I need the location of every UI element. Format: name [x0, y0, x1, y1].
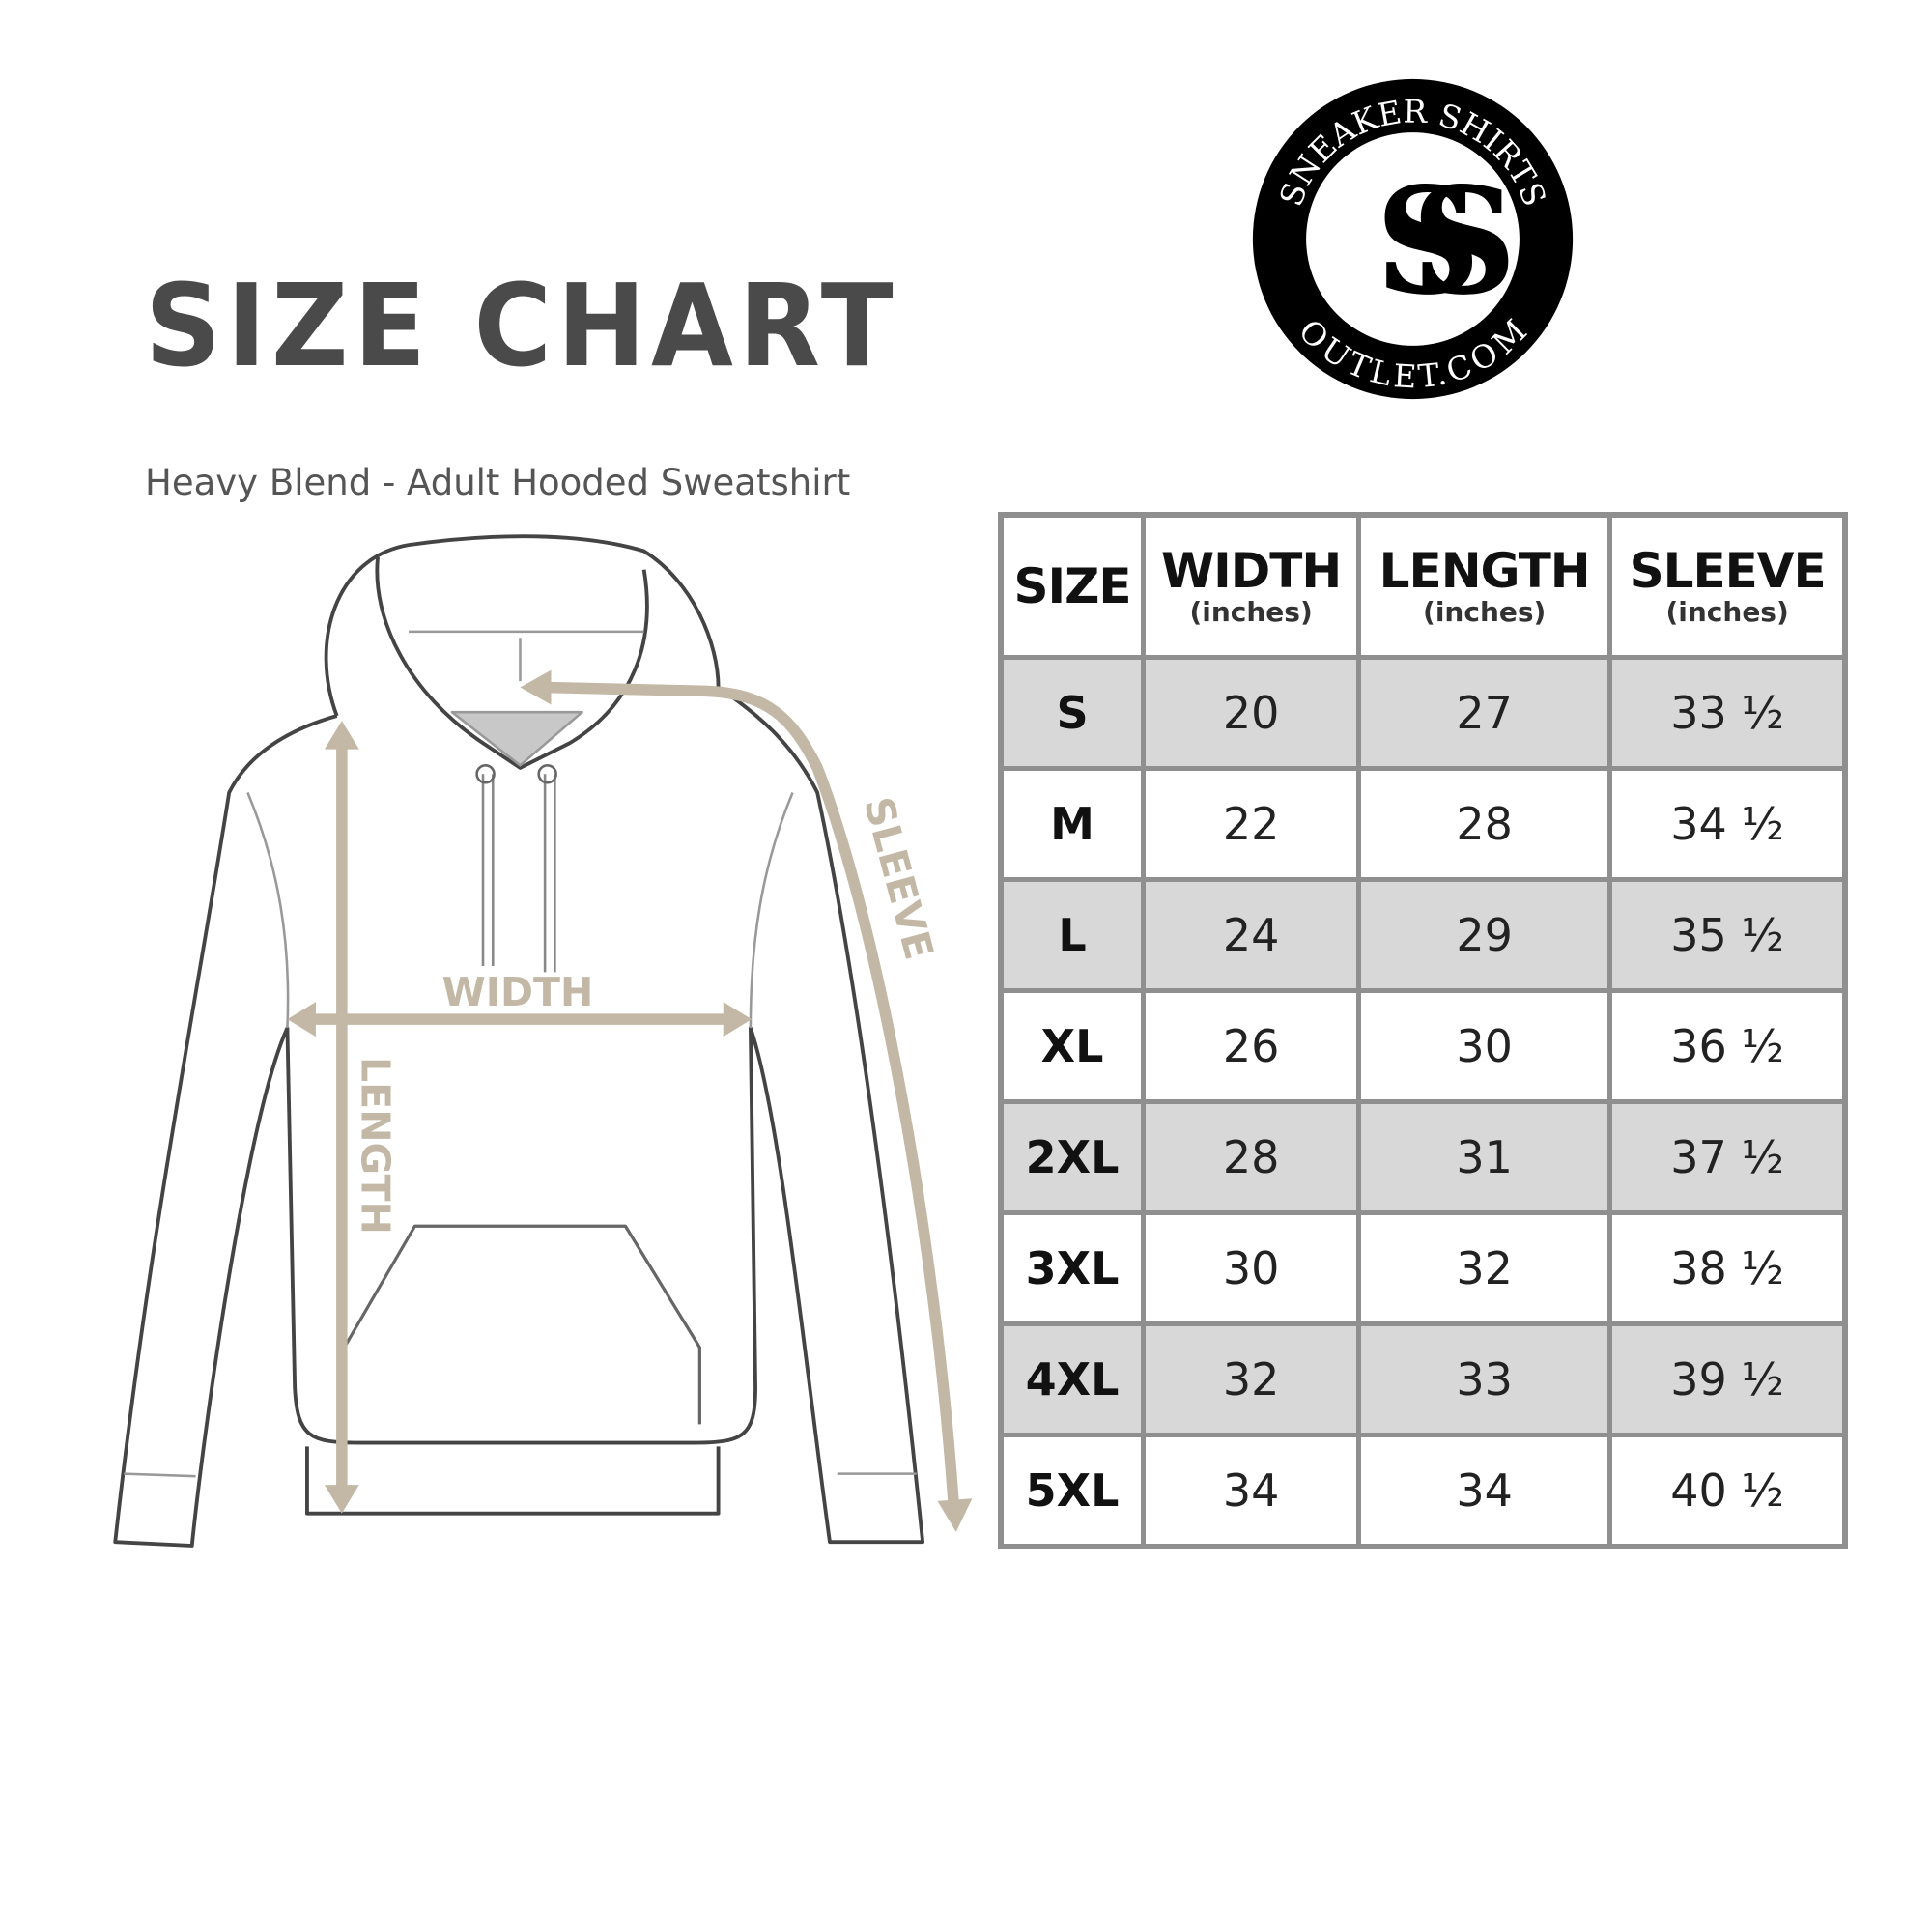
- cell-width: 30: [1141, 1210, 1362, 1326]
- cell-width: 22: [1141, 766, 1362, 882]
- sleeve-arrow: [539, 681, 959, 1511]
- cell-sleeve: 35 ½: [1607, 877, 1848, 993]
- cell-sleeve: 38 ½: [1607, 1210, 1848, 1326]
- table-row: 2XL 28 31 37 ½: [998, 1099, 1848, 1215]
- cell-length: 33: [1356, 1321, 1613, 1437]
- cell-size: S: [998, 655, 1147, 771]
- table-row: S 20 27 33 ½: [998, 655, 1848, 771]
- product-subtitle: Heavy Blend - Adult Hooded Sweatshirt: [145, 462, 851, 503]
- cell-size: 5XL: [998, 1433, 1147, 1549]
- cell-width: 34: [1141, 1433, 1362, 1549]
- cell-length: 32: [1356, 1210, 1613, 1326]
- cell-sleeve: 37 ½: [1607, 1099, 1848, 1215]
- table-row: 5XL 34 34 40 ½: [998, 1433, 1848, 1549]
- cell-width: 20: [1141, 655, 1362, 771]
- header-size: SIZE: [998, 512, 1147, 660]
- brand-logo: SNEAKER SHIRTS OUTLET.COM SS: [1252, 78, 1576, 400]
- table-row: M 22 28 34 ½: [998, 766, 1848, 882]
- cell-length: 29: [1356, 877, 1613, 993]
- table-row: XL 26 30 36 ½: [998, 988, 1848, 1104]
- cell-width: 32: [1141, 1321, 1362, 1437]
- cell-length: 28: [1356, 766, 1613, 882]
- page-title: SIZE CHART: [145, 259, 899, 392]
- cell-length: 30: [1356, 988, 1613, 1104]
- cell-size: 2XL: [998, 1099, 1147, 1215]
- cell-sleeve: 36 ½: [1607, 988, 1848, 1104]
- cell-size: 4XL: [998, 1321, 1147, 1437]
- cell-sleeve: 40 ½: [1607, 1433, 1848, 1549]
- cell-sleeve: 33 ½: [1607, 655, 1848, 771]
- cell-length: 34: [1356, 1433, 1613, 1549]
- header-width: WIDTH (inches): [1141, 512, 1362, 660]
- table-row: 3XL 30 32 38 ½: [998, 1210, 1848, 1326]
- cell-width: 24: [1141, 877, 1362, 993]
- hoodie-outline: [113, 534, 925, 1548]
- table-row: 4XL 32 33 39 ½: [998, 1321, 1848, 1437]
- cell-size: XL: [998, 988, 1147, 1104]
- cell-length: 31: [1356, 1099, 1613, 1215]
- table-row: L 24 29 35 ½: [998, 877, 1848, 993]
- cell-width: 28: [1141, 1099, 1362, 1215]
- header-sleeve: SLEEVE (inches): [1607, 512, 1848, 660]
- cell-width: 26: [1141, 988, 1362, 1104]
- cell-size: 3XL: [998, 1210, 1147, 1326]
- table-header-row: SIZE WIDTH (inches) LENGTH (inches) SLEEVE…: [998, 512, 1848, 660]
- cell-size: M: [998, 766, 1147, 882]
- size-table: SIZE WIDTH (inches) LENGTH (inches) SLEEVE…: [998, 512, 1848, 1549]
- measurement-arrows: [287, 669, 973, 1532]
- width-label: WIDTH: [441, 969, 593, 1015]
- cell-sleeve: 39 ½: [1607, 1321, 1848, 1437]
- cell-sleeve: 34 ½: [1607, 766, 1848, 882]
- cell-size: L: [998, 877, 1147, 993]
- length-label: LENGTH: [352, 1057, 398, 1235]
- header-length: LENGTH (inches): [1356, 512, 1613, 660]
- cell-length: 27: [1356, 655, 1613, 771]
